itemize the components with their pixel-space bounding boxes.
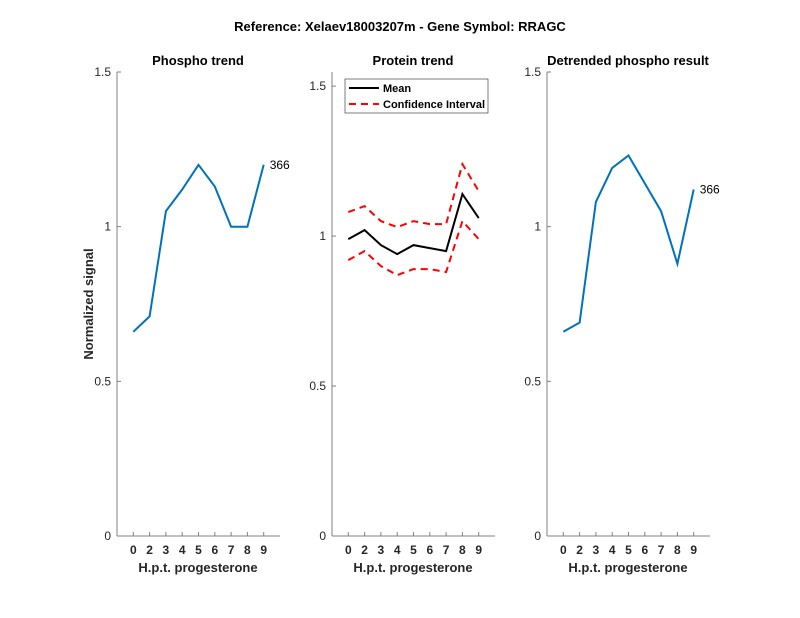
panel-phospho-trend: Phospho trend Normalized signal H.p.t. p… — [81, 53, 290, 575]
y-tick-label: 0 — [534, 529, 541, 543]
y-tick-label: 1 — [104, 220, 111, 234]
y-tick-label: 1.5 — [524, 65, 541, 79]
x-tick-label: 4 — [179, 543, 186, 557]
x-tick-label: 4 — [394, 543, 401, 557]
y-tick-label: 0.5 — [524, 374, 541, 388]
figure-title: Reference: Xelaev18003207m - Gene Symbol… — [234, 19, 566, 34]
x-tick-label: 7 — [443, 543, 450, 557]
x-axis-label: H.p.t. progesterone — [353, 560, 472, 575]
x-tick-label: 5 — [195, 543, 202, 557]
x-axis-label: H.p.t. progesterone — [568, 560, 687, 575]
ci-upper-line — [347, 161, 480, 229]
x-tick-label: 8 — [459, 543, 466, 557]
x-tick-label: 5 — [410, 543, 417, 557]
y-tick-label: 0 — [319, 529, 326, 543]
x-tick-label: 4 — [609, 543, 616, 557]
line-end-label: 366 — [700, 183, 720, 197]
x-tick-label: 7 — [228, 543, 235, 557]
panel-title: Protein trend — [373, 53, 454, 68]
x-tick-label: 8 — [244, 543, 251, 557]
x-tick-label: 9 — [475, 543, 482, 557]
ci-lower-line — [347, 219, 480, 277]
x-tick-label: 2 — [361, 543, 368, 557]
legend-mean-label: Mean — [383, 83, 411, 95]
x-tick-label: 3 — [378, 543, 385, 557]
mean-line — [347, 191, 480, 256]
y-tick-label: 1.5 — [94, 65, 111, 79]
phospho-line — [562, 154, 695, 333]
legend-box — [344, 78, 489, 114]
legend-ci-label: Confidence Interval — [383, 99, 485, 111]
y-tick-label: 1 — [534, 220, 541, 234]
x-tick-label: 0 — [560, 543, 567, 557]
x-tick-label: 7 — [658, 543, 665, 557]
x-tick-label: 3 — [593, 543, 600, 557]
y-tick-label: 0.5 — [94, 374, 111, 388]
x-tick-label: 9 — [260, 543, 267, 557]
x-tick-label: 6 — [641, 543, 648, 557]
y-tick-label: 0.5 — [309, 379, 326, 393]
legend: Mean Confidence Interval — [344, 78, 489, 114]
panel-detrended-phospho-result: Detrended phospho result H.p.t. progeste… — [524, 53, 720, 575]
panel-title: Detrended phospho result — [547, 53, 709, 68]
x-tick-label: 6 — [426, 543, 433, 557]
y-axis-label: Normalized signal — [81, 248, 96, 359]
x-tick-label: 2 — [146, 543, 153, 557]
y-tick-label: 0 — [104, 529, 111, 543]
x-tick-label: 6 — [211, 543, 218, 557]
x-tick-label: 0 — [345, 543, 352, 557]
y-tick-label: 1 — [319, 229, 326, 243]
y-tick-label: 1.5 — [309, 79, 326, 93]
panel-title: Phospho trend — [152, 53, 244, 68]
x-tick-label: 5 — [625, 543, 632, 557]
x-tick-label: 2 — [576, 543, 583, 557]
panel-protein-trend: Protein trend H.p.t. progesterone Mean C… — [309, 53, 495, 575]
x-tick-label: 3 — [163, 543, 170, 557]
x-tick-label: 9 — [690, 543, 697, 557]
x-tick-label: 0 — [130, 543, 137, 557]
x-axis-label: H.p.t. progesterone — [138, 560, 257, 575]
x-tick-label: 8 — [674, 543, 681, 557]
line-end-label: 366 — [270, 158, 290, 172]
phospho-line — [132, 163, 265, 333]
